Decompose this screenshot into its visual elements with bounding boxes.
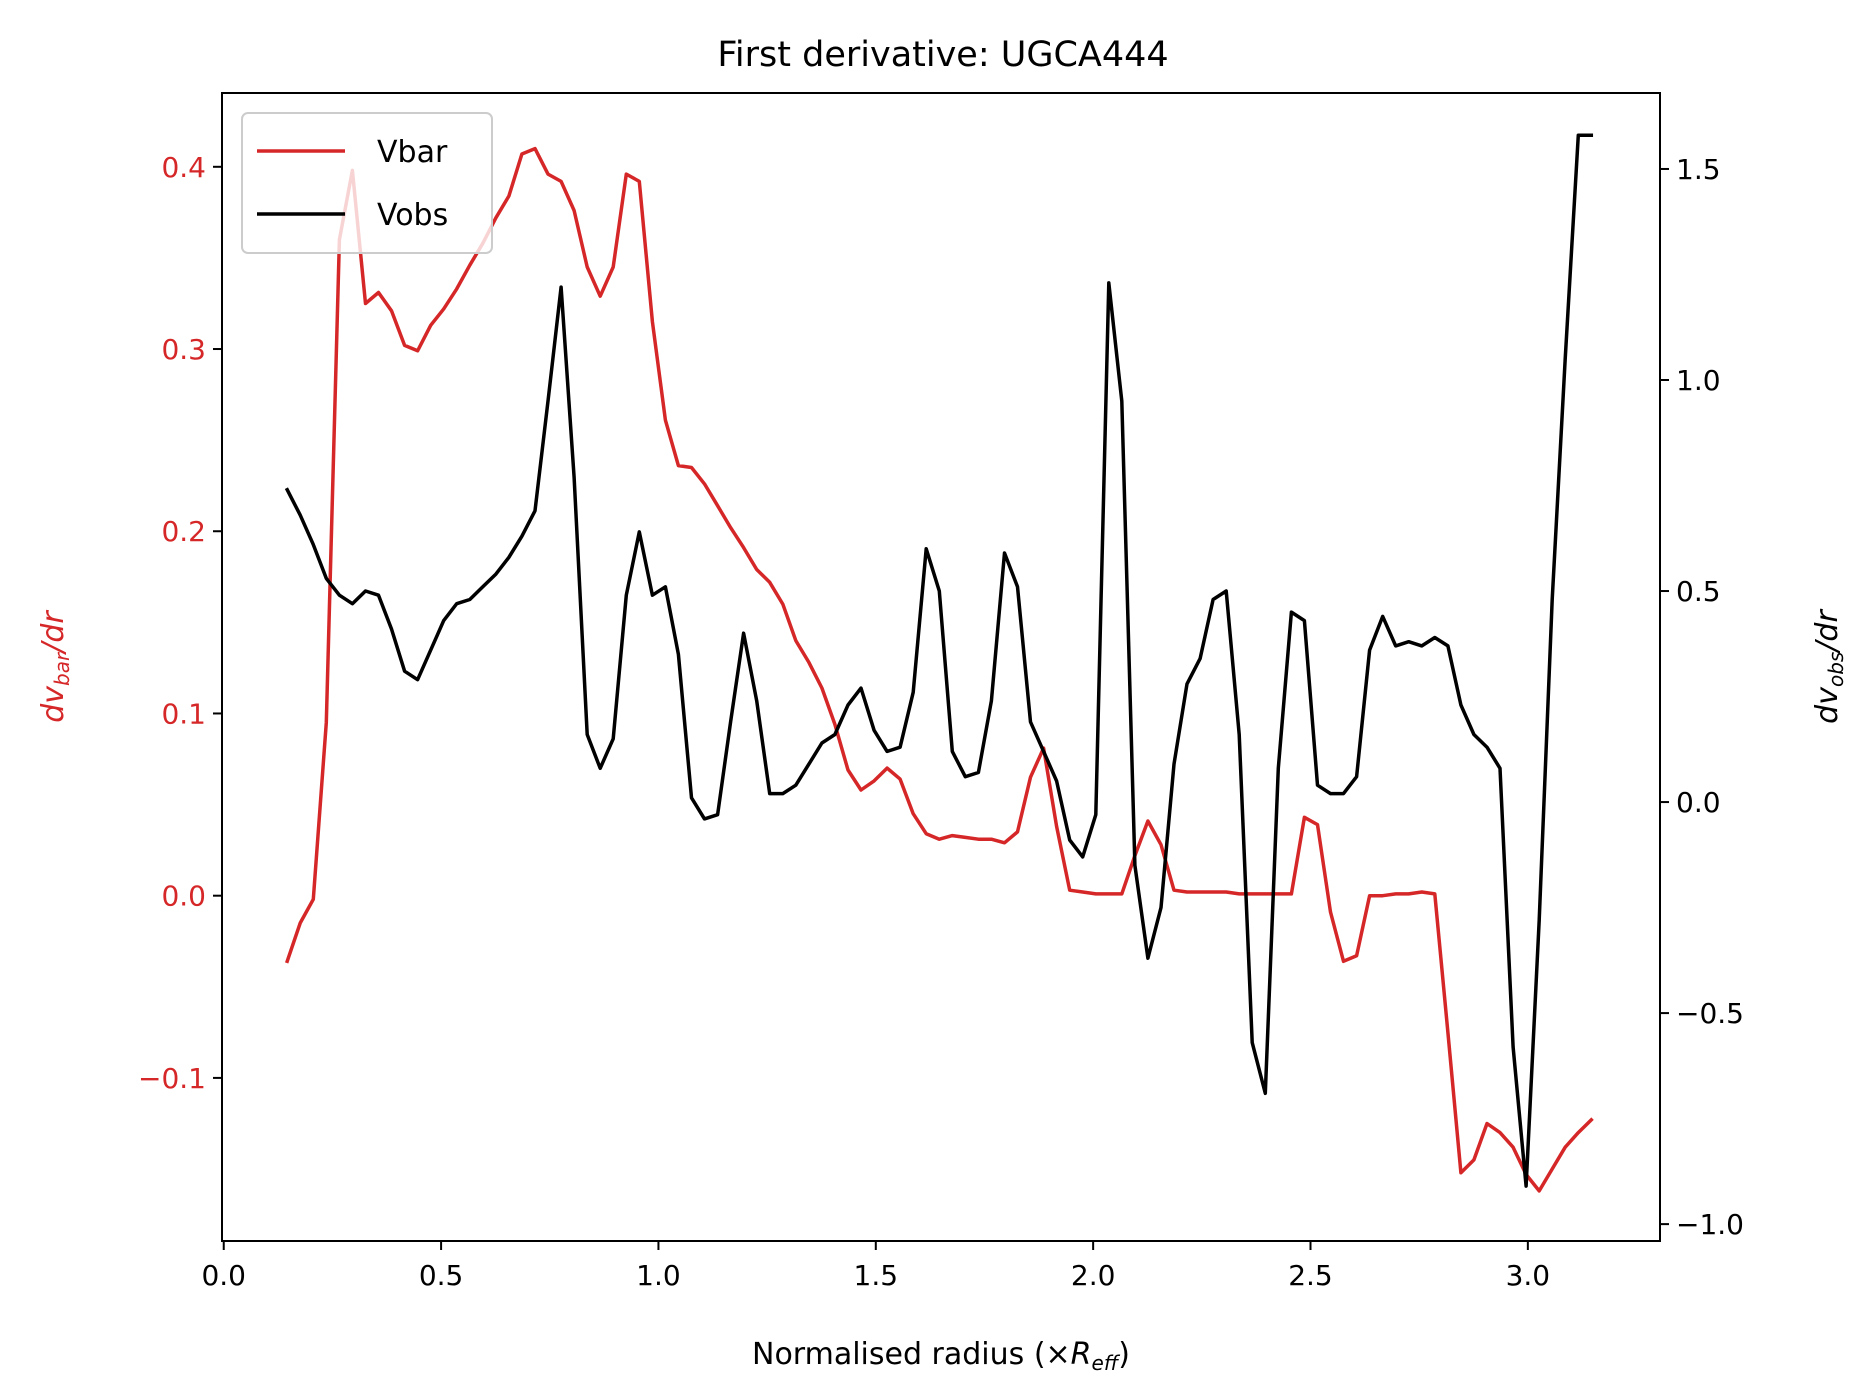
left-y-tick-label: 0.1 bbox=[161, 697, 206, 730]
chart-title: First derivative: UGCA444 bbox=[717, 35, 1168, 75]
x-axis-title-main: Normalised radius (× bbox=[752, 1337, 1071, 1372]
left-y-tick-label: −0.1 bbox=[138, 1062, 206, 1095]
left-y-axis-title-var: dv bbox=[36, 685, 71, 723]
vobs-series-line bbox=[284, 133, 1594, 1188]
vbar-series-line bbox=[284, 146, 1594, 1193]
right-y-tick-label: 1.5 bbox=[1676, 153, 1721, 186]
right-y-axis-title-var: dv bbox=[1810, 686, 1845, 724]
legend-vobs-label: Vobs bbox=[377, 198, 448, 233]
left-y-axis-title-sub: bar bbox=[50, 651, 74, 686]
x-axis-title-sub: eff bbox=[1092, 1351, 1121, 1375]
left-y-tick-label: 0.3 bbox=[161, 333, 206, 366]
right-y-axis: −1.0 −0.5 0.0 0.5 1.0 1.5 bbox=[1660, 153, 1744, 1241]
right-y-tick-label: 0.5 bbox=[1676, 575, 1721, 608]
x-tick-label: 1.5 bbox=[854, 1259, 899, 1292]
x-tick-label: 2.5 bbox=[1288, 1259, 1333, 1292]
x-tick-label: 1.0 bbox=[636, 1259, 681, 1292]
legend: Vbar Vobs bbox=[241, 112, 493, 254]
left-y-axis-title-tail: /dr bbox=[36, 610, 71, 656]
x-tick-label: 0.5 bbox=[419, 1259, 464, 1292]
left-y-tick-label: 0.0 bbox=[161, 880, 206, 913]
x-axis: 0.0 0.5 1.0 1.5 2.0 2.5 3.0 bbox=[201, 1241, 1550, 1292]
vobs-series-layer bbox=[284, 133, 1594, 1188]
right-y-tick-label: −0.5 bbox=[1676, 997, 1744, 1030]
plot-area bbox=[221, 92, 1661, 1242]
right-y-axis-title-sub: obs bbox=[1824, 652, 1848, 687]
x-axis-title-close: ) bbox=[1118, 1337, 1130, 1372]
right-y-tick-label: 1.0 bbox=[1676, 364, 1721, 397]
x-axis-title-var: R bbox=[1071, 1337, 1092, 1372]
vbar-series-layer bbox=[284, 146, 1594, 1193]
axes-frame bbox=[221, 92, 1661, 1242]
right-y-axis-title-tail: /dr bbox=[1810, 609, 1845, 655]
x-tick-label: 2.0 bbox=[1071, 1259, 1116, 1292]
left-y-tick-label: 0.4 bbox=[161, 151, 206, 184]
legend-vbar-label: Vbar bbox=[377, 135, 448, 170]
x-axis-title: Normalised radius (×Reff) bbox=[752, 1337, 1130, 1375]
right-y-tick-label: −1.0 bbox=[1676, 1208, 1744, 1241]
left-y-axis-title: dvbar/dr bbox=[36, 610, 74, 723]
x-tick-label: 3.0 bbox=[1506, 1259, 1551, 1292]
x-tick-label: 0.0 bbox=[201, 1259, 246, 1292]
right-y-axis-title: dvobs/dr bbox=[1810, 609, 1848, 724]
left-y-tick-label: 0.2 bbox=[161, 515, 206, 548]
left-y-axis: −0.1 0.0 0.1 0.2 0.3 0.4 bbox=[138, 151, 222, 1095]
right-y-tick-label: 0.0 bbox=[1676, 786, 1721, 819]
legend-box bbox=[241, 112, 493, 254]
